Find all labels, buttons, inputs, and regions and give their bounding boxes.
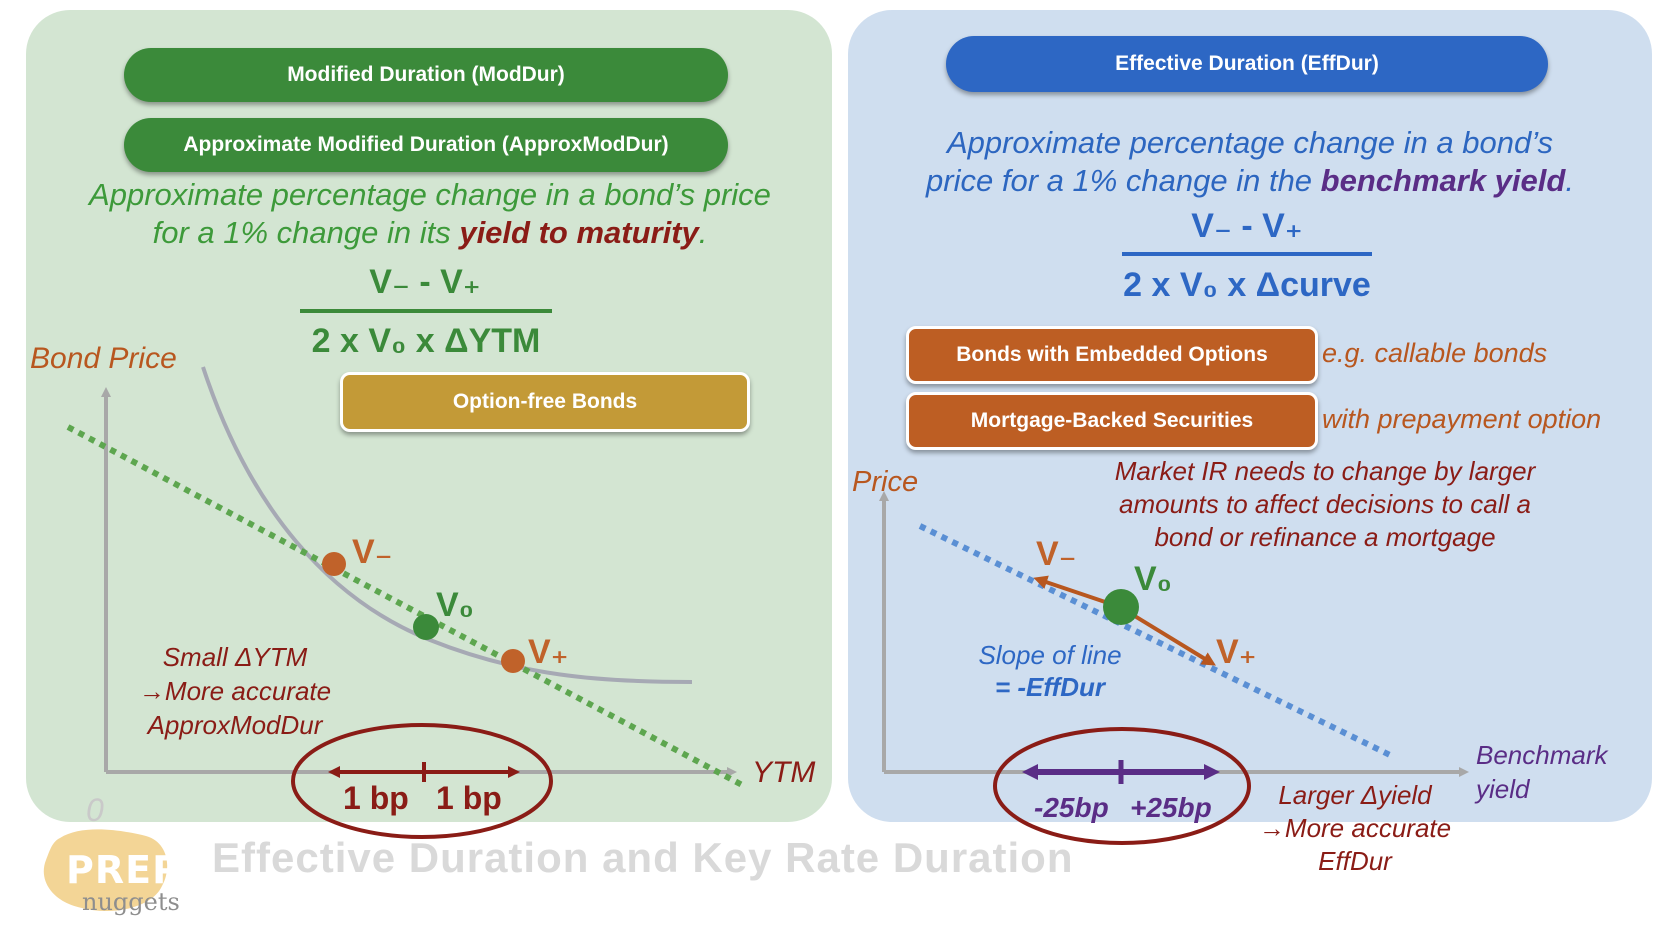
effective-duration-pill: Effective Duration (EffDur) [946,36,1548,92]
prep-nuggets-logo-icon [43,829,168,912]
right-x-axis-label-line1: Benchmark [1476,740,1608,770]
approx-modified-duration-pill: Approximate Modified Duration (ApproxMod… [124,118,728,172]
callable-bonds-note: e.g. callable bonds [1322,338,1548,368]
slope-note-line1: Slope of line [978,640,1122,670]
yield-to-maturity-emphasis: yield to maturity [459,215,699,250]
left-x-axis-label: YTM [752,756,816,789]
logo-nuggets-text: nuggets [82,888,180,916]
right-vplus-label: V₊ [1216,633,1257,671]
right-bp-ellipse [993,727,1251,845]
right-v0-label: V₀ [1134,560,1173,598]
left-v0-label: V₀ [436,586,475,624]
larger-yield-note-line2: →More accurate [1258,813,1452,843]
page-title: Effective Duration and Key Rate Duration [212,834,1074,881]
left-description-line1: Approximate percentage change in a bond’… [89,177,771,212]
benchmark-yield-emphasis: benchmark yield [1320,163,1566,198]
left-formula-denominator: 2 x V₀ x ΔYTM [311,322,541,360]
point-vminus [322,552,346,576]
left-formula-numerator: V₋ - V₊ [369,263,481,301]
right-formula-numerator: V₋ - V₊ [1191,207,1303,245]
left-y-axis-label: Bond Price [30,342,177,375]
small-ytm-note-line3: ApproxModDur [147,710,323,740]
left-vminus-label: V₋ [352,533,393,571]
left-bp-label-left: 1 bp [343,780,409,816]
larger-yield-note-line1: Larger Δyield [1278,780,1432,810]
right-description-line1: Approximate percentage change in a bond’… [946,125,1554,160]
left-formula-bar [300,309,552,313]
right-formula-denominator: 2 x V₀ x Δcurve [1123,266,1371,304]
point-vplus [501,649,525,673]
right-bp-label-right: +25bp [1130,792,1212,823]
option-free-bonds-pill: Option-free Bonds [340,372,750,432]
larger-yield-note-line3: EffDur [1318,846,1392,876]
right-y-axis-label: Price [852,466,919,498]
right-bp-label-left: -25bp [1034,792,1109,823]
benchmark-line [918,523,1392,758]
left-description-line2: for a 1% change in its yield to maturity… [152,215,708,250]
mbs-pill: Mortgage-Backed Securities [906,392,1318,450]
slope-note-line2: = -EffDur [994,672,1106,702]
small-ytm-note-line1: Small ΔYTM [162,642,308,672]
origin-label: 0 [86,792,104,828]
point-v0-right [1103,589,1139,625]
right-formula-bar [1122,252,1372,256]
point-v0 [413,614,439,640]
embedded-options-pill: Bonds with Embedded Options [906,326,1318,384]
right-vminus-label: V₋ [1036,535,1077,573]
market-ir-note-line2: amounts to affect decisions to call a [1119,489,1531,519]
logo-prep-text: PREP [66,848,181,892]
small-ytm-note-line2: →More accurate [138,676,332,706]
left-vplus-label: V₊ [528,633,569,671]
left-bp-label-right: 1 bp [436,780,502,816]
left-bp-ellipse [291,723,553,839]
right-description-line2: price for a 1% change in the benchmark y… [926,163,1574,198]
right-x-axis-label-line2: yield [1476,774,1530,804]
prepayment-option-note: with prepayment option [1322,404,1602,434]
market-ir-note-line1: Market IR needs to change by larger [1114,456,1536,486]
market-ir-note-line3: bond or refinance a mortgage [1154,522,1496,552]
tangent-line [66,424,746,789]
modified-duration-pill: Modified Duration (ModDur) [124,48,728,102]
